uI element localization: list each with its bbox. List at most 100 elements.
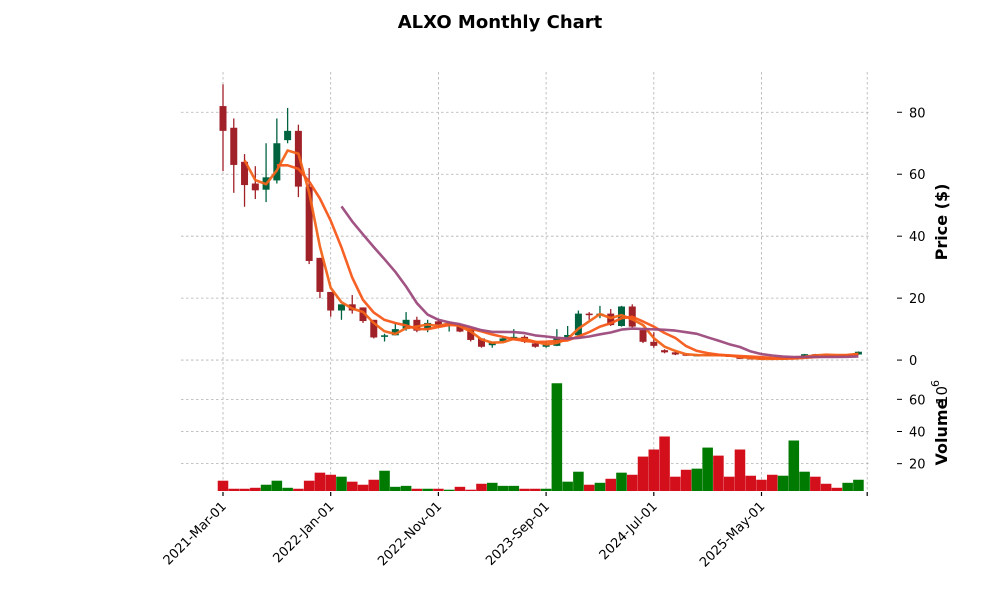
volume-bar (465, 489, 476, 491)
candle (671, 351, 679, 356)
candle-body (607, 313, 615, 326)
volume-bar (443, 489, 455, 491)
candle (262, 143, 270, 203)
candle-body (424, 322, 432, 330)
volume-bar (336, 476, 347, 491)
candle (574, 310, 582, 336)
candle (337, 304, 345, 320)
volume-bar (411, 488, 423, 491)
x-tick-label: 2024-Jul-01 (597, 499, 661, 563)
volume-bar (723, 476, 735, 491)
volume-bar (217, 480, 229, 491)
candle-body (337, 304, 345, 311)
volume-bar (616, 472, 627, 491)
candle (230, 118, 238, 193)
candle (348, 295, 356, 314)
volume-bar (540, 488, 552, 491)
candle-body (294, 130, 302, 187)
candle-body (456, 326, 464, 332)
x-tick-label: 2021-Mar-01 (161, 499, 230, 568)
volume-bar (497, 485, 509, 491)
candle-body (477, 338, 485, 347)
candle (273, 118, 281, 184)
volume-bar (250, 487, 261, 491)
candle-body (467, 329, 475, 340)
moving-average-6-line (276, 164, 859, 360)
price-axis: 0 20 40 60 80 (897, 106, 926, 369)
volume-bar (390, 486, 401, 491)
candle (305, 168, 313, 265)
candle-body (273, 143, 281, 181)
volume-bar (357, 484, 369, 491)
candle-body (251, 183, 259, 191)
candle-body (241, 161, 249, 186)
volume-bar (680, 469, 692, 491)
candle (585, 312, 593, 320)
moving-averages (243, 149, 859, 361)
candle-body (305, 186, 313, 261)
candle (294, 124, 302, 198)
candle (284, 107, 292, 144)
candle-body (359, 307, 367, 322)
volume-bar (648, 449, 660, 491)
volume-tick-label: 60 (909, 393, 926, 408)
volume-tick-label: 40 (909, 426, 926, 441)
volume-bar (745, 475, 757, 491)
volume-bar (659, 436, 670, 491)
candle-body (585, 313, 593, 316)
candle (219, 84, 227, 172)
price-tick-label: 40 (909, 230, 926, 245)
candle-body (284, 130, 292, 141)
volume-bar (766, 474, 778, 491)
volume-bar (626, 474, 638, 491)
volume-bar (508, 485, 520, 491)
volume-bar (810, 476, 821, 491)
candle (564, 326, 572, 339)
volume-scale-base: 10 (933, 386, 951, 405)
volume-bar (346, 481, 358, 491)
candle (327, 291, 335, 317)
candle-body (316, 257, 324, 292)
candle-body (219, 106, 227, 131)
candle (639, 329, 647, 344)
volume-axis: 20 40 60 (897, 393, 926, 473)
candle-body (230, 127, 238, 165)
volume-bar (271, 480, 283, 491)
volume-bar (486, 482, 498, 491)
candle-body (434, 321, 442, 325)
volume-bar (583, 484, 595, 491)
x-axis: 2021-Mar-01 2022-Jan-01 2022-Nov-01 2023-Se… (161, 492, 868, 570)
x-tick-label: 2022-Jan-01 (271, 499, 338, 566)
candle-body (391, 329, 399, 336)
candle-body (661, 350, 669, 353)
volume-bar (573, 471, 584, 491)
volume-bar (777, 475, 789, 491)
candle-body (650, 341, 658, 346)
volume-bar (454, 486, 466, 491)
candle-body (370, 319, 378, 338)
volume-bar (400, 485, 412, 491)
volume-bar (691, 468, 703, 491)
price-axis-label: Price ($) (932, 184, 951, 261)
candle (661, 349, 669, 354)
volume-bar (228, 488, 240, 491)
volume-bar (282, 487, 293, 491)
candle-body (499, 338, 507, 342)
volume-bar (842, 482, 853, 491)
volume-bar (325, 474, 336, 491)
volume-bar (788, 440, 800, 491)
volume-scale-label: 10 6 (929, 380, 951, 405)
volume-bar (551, 383, 563, 491)
price-tick-label: 80 (909, 106, 926, 121)
candle-body (854, 351, 862, 355)
candle (251, 166, 259, 200)
moving-average-3-line (243, 149, 859, 361)
candle-body (327, 291, 335, 311)
candle-body (381, 335, 389, 337)
candle-body (564, 334, 572, 338)
volume-bar (831, 487, 843, 491)
volume-bar (562, 481, 573, 491)
volume-bar (734, 449, 746, 491)
volume-tick-label: 20 (909, 458, 926, 473)
volume-bar (433, 488, 444, 491)
